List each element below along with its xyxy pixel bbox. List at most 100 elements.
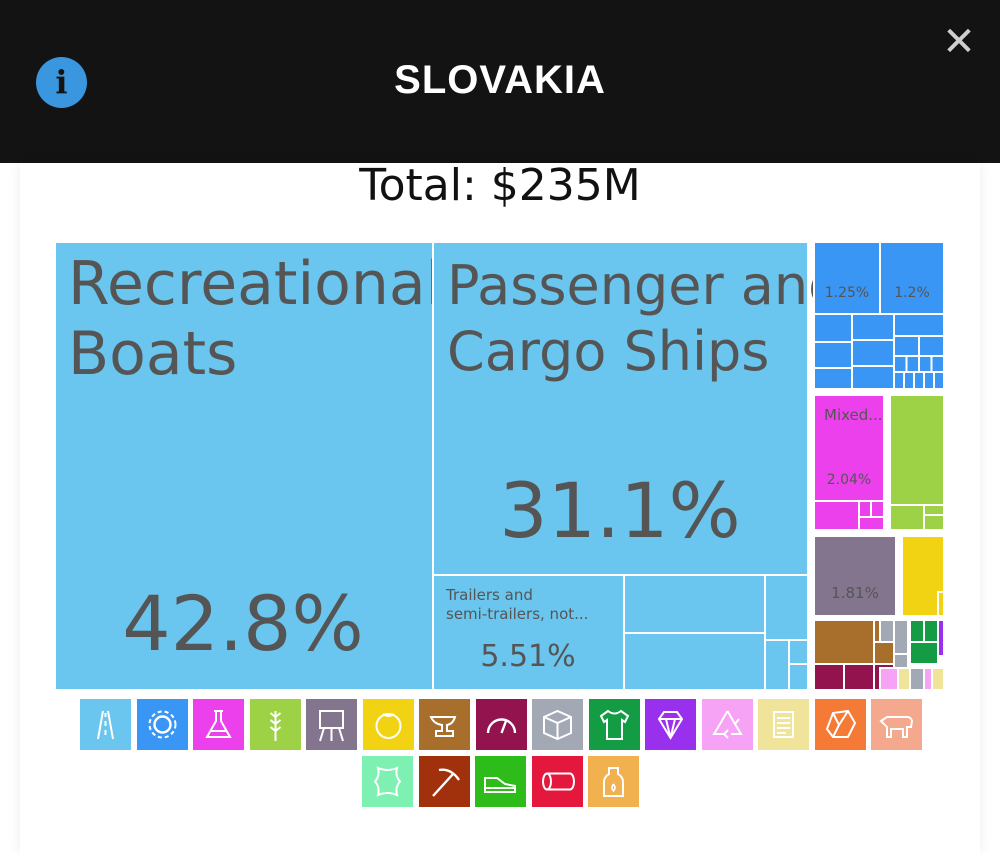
legend-pickaxe-icon[interactable] [418,756,470,807]
treemap-tile[interactable] [879,667,899,690]
treemap-tile[interactable] [623,632,766,690]
treemap-tile[interactable] [937,619,945,657]
treemap-tile[interactable] [764,639,790,690]
shoe-icon [484,777,516,793]
treemap-tile[interactable] [813,500,860,531]
legend-scroll-icon[interactable] [758,699,809,750]
treemap-tile[interactable] [913,371,925,390]
legend-bottle-icon[interactable] [588,756,639,807]
treemap-tile[interactable] [893,355,908,373]
treemap-tile[interactable] [813,313,853,343]
tile-share-trailers: 5.51% [480,639,575,674]
legend-wheat-icon[interactable] [249,699,301,750]
treemap-tile[interactable] [923,371,935,390]
treemap-tile[interactable] [764,574,809,641]
treemap-tile[interactable] [931,667,945,690]
legend-ore-icon[interactable] [814,699,866,750]
treemap-tile[interactable] [889,504,925,531]
treemap-tile[interactable] [858,500,872,518]
legend-gear-icon[interactable] [136,699,188,750]
treemap-tile[interactable] [813,663,845,690]
treemap-tile[interactable] [851,339,895,367]
tile-machines-b[interactable] [879,242,945,315]
treemap-tile[interactable] [893,619,909,655]
legend-anvil-icon[interactable] [419,699,470,750]
treemap-tile[interactable] [918,335,945,357]
treemap-tile[interactable] [923,514,945,531]
legend-flask-icon[interactable] [193,699,244,750]
treemap-tile[interactable] [813,341,853,369]
leather-icon [373,766,402,797]
treemap-tile[interactable] [933,371,945,390]
treemap-tile[interactable] [909,619,925,643]
treemap-tile[interactable] [813,367,853,390]
anvil-icon [429,716,457,737]
legend-recycle-icon[interactable] [701,699,753,750]
log-icon [541,772,575,791]
treemap-tile[interactable] [851,313,895,341]
treemap-tile[interactable] [851,365,895,390]
treemap-tile[interactable] [923,504,945,516]
flask-icon [205,710,232,738]
pickaxe-icon [431,768,460,797]
recycle-icon [711,710,743,739]
treemap-tile[interactable] [937,591,945,617]
legend-tomato-icon[interactable] [362,699,414,750]
treemap-tile[interactable] [923,667,933,690]
legend-road-icon[interactable] [80,699,131,750]
tile-name-recreational-boats: Recreational [68,249,442,319]
treemap-tile[interactable] [893,313,945,337]
tile-name-trailers: Trailers and [445,586,533,604]
tile-name-passenger-cargo-ships: Cargo Ships [447,320,769,383]
legend-diamond-icon[interactable] [645,699,696,750]
treemap-tile[interactable] [897,667,911,690]
legend-shoe-icon[interactable] [475,756,526,807]
legend-cow-icon[interactable] [871,699,922,750]
treemap-tile[interactable] [918,355,933,373]
legend-box-icon[interactable] [532,699,583,750]
treemap-tile[interactable] [903,371,915,390]
bottle-icon [603,767,624,797]
tile-name-trailers: semi-trailers, not... [446,605,588,623]
treemap-tile[interactable] [923,619,939,643]
tile-passenger-cargo-ships[interactable] [432,242,809,576]
legend-leather-icon[interactable] [362,756,413,807]
treemap-tile[interactable] [893,653,909,669]
legend-easel-icon[interactable] [306,699,357,750]
tile-share-passenger-cargo-ships: 31.1% [499,466,740,555]
treemap-tile[interactable] [879,619,895,643]
treemap-tile[interactable] [893,371,905,390]
total-label: Total: $235M [359,160,641,211]
tile-share-recreational-boats: 42.8% [122,579,363,668]
treemap-tile[interactable] [788,663,809,690]
treemap-tile[interactable] [893,335,920,357]
legend-log-icon[interactable] [531,756,583,807]
app-header: i SLOVAKIA ✕ [0,0,1000,163]
legend-gauge-icon[interactable] [475,699,527,750]
tile-instruments[interactable] [813,535,897,617]
tile-vegetable[interactable] [889,394,945,506]
treemap-tile[interactable] [870,500,885,518]
info-button[interactable]: i [36,57,87,108]
tile-machines-a[interactable] [813,242,881,315]
tile-trailers[interactable] [432,574,625,690]
treemap-tile[interactable] [858,516,885,531]
legend-tshirt-icon[interactable] [588,699,640,750]
treemap-tile[interactable] [788,639,809,665]
treemap-tile[interactable] [905,355,920,373]
easel-icon [319,710,344,742]
treemap-tile[interactable] [909,667,925,690]
treemap-tile[interactable] [873,641,895,665]
road-icon [97,710,114,740]
country-title: SLOVAKIA [394,58,606,102]
treemap-tile[interactable] [930,355,945,373]
treemap-tile[interactable] [623,574,766,634]
treemap-tile[interactable] [843,663,875,690]
treemap-tile[interactable] [909,641,939,665]
treemap-tile[interactable] [813,619,875,665]
tile-recreational-boats[interactable] [55,242,434,690]
diamond-icon [657,711,684,740]
tile-share-machines-b: 1.2% [894,285,930,301]
close-button[interactable]: ✕ [942,19,976,65]
box-icon [543,709,572,741]
